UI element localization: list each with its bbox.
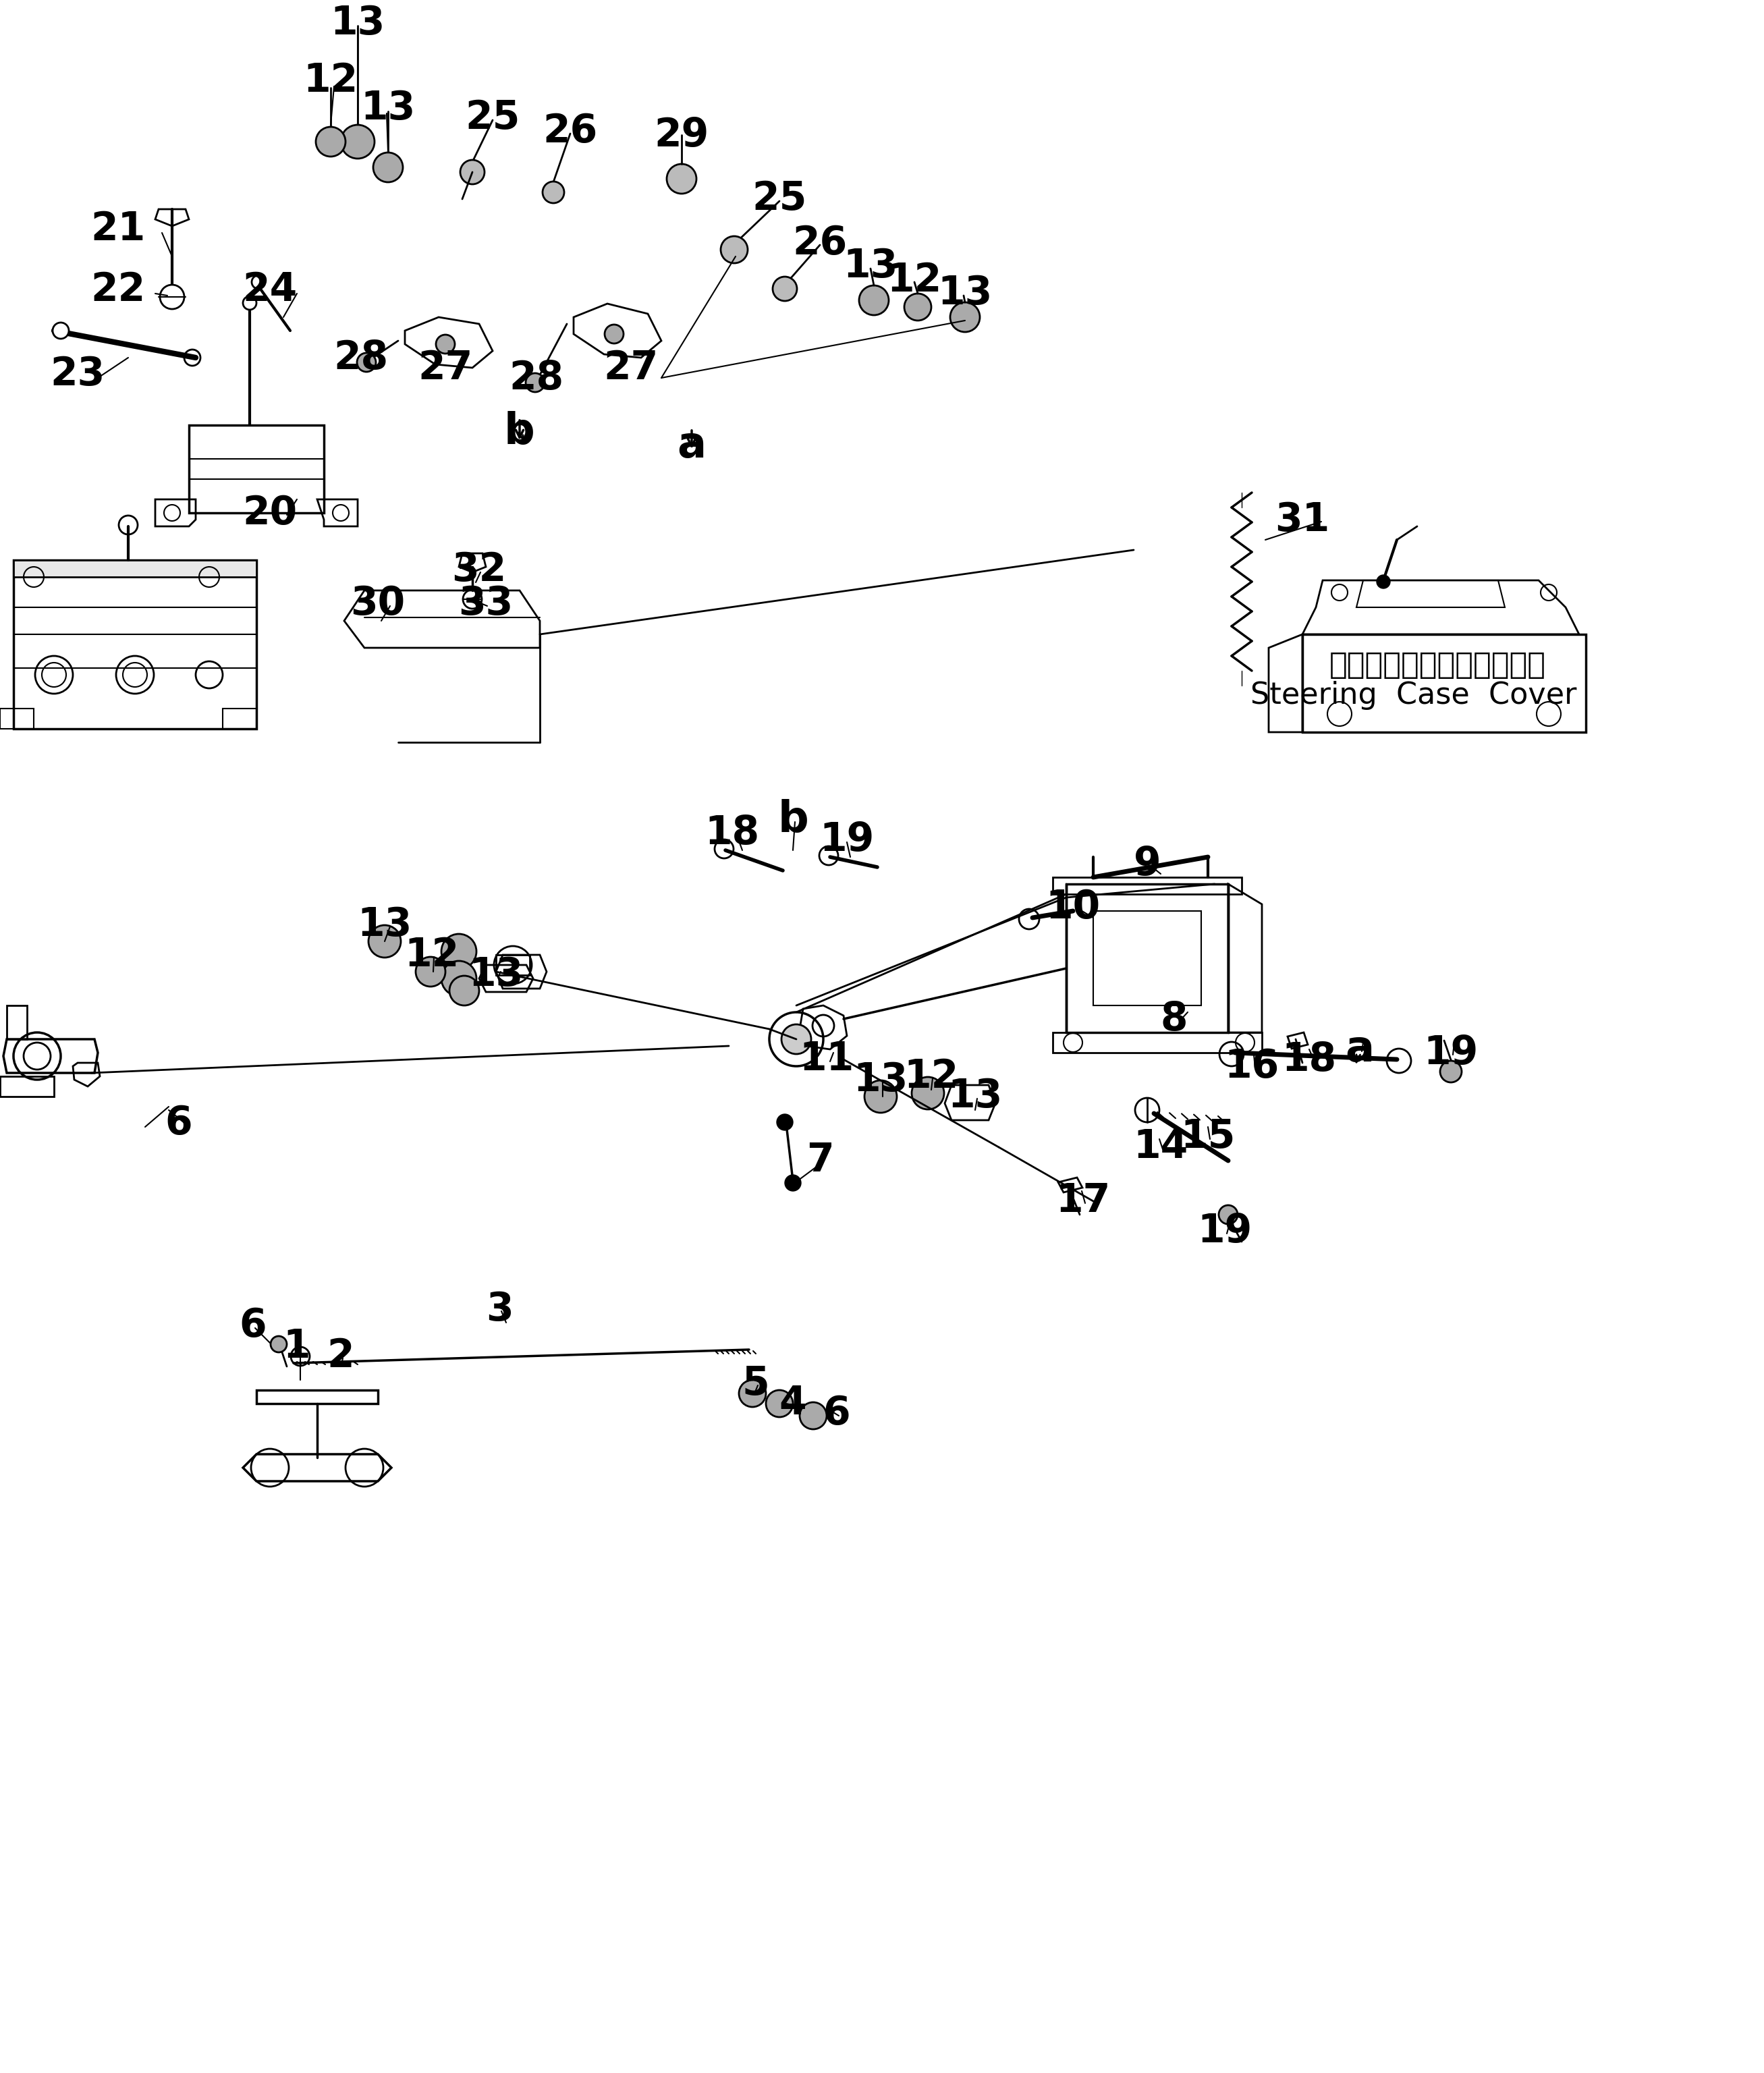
Text: 19: 19 — [820, 821, 875, 860]
Text: 13: 13 — [358, 906, 413, 943]
Circle shape — [460, 160, 485, 184]
Circle shape — [252, 276, 265, 288]
Circle shape — [450, 976, 480, 1005]
Circle shape — [374, 153, 402, 182]
Text: a: a — [677, 425, 706, 466]
Text: 26: 26 — [792, 224, 847, 261]
Text: 6: 6 — [166, 1105, 192, 1142]
Text: 11: 11 — [799, 1041, 854, 1078]
Text: 22: 22 — [90, 272, 145, 309]
Circle shape — [785, 1175, 801, 1192]
Circle shape — [781, 1024, 811, 1053]
Text: b: b — [505, 410, 534, 452]
Text: 13: 13 — [360, 89, 416, 126]
Text: 19: 19 — [1424, 1034, 1478, 1072]
Text: 6: 6 — [824, 1395, 850, 1432]
Circle shape — [526, 373, 545, 392]
Text: 23: 23 — [49, 354, 106, 394]
Polygon shape — [14, 560, 256, 576]
Circle shape — [799, 1401, 827, 1428]
Polygon shape — [459, 553, 485, 572]
Circle shape — [1439, 1061, 1462, 1082]
Circle shape — [739, 1381, 766, 1408]
Text: 6: 6 — [240, 1306, 266, 1345]
Circle shape — [773, 276, 797, 301]
Text: 24: 24 — [242, 272, 298, 309]
Circle shape — [316, 126, 346, 158]
Text: 26: 26 — [543, 112, 598, 151]
Text: 12: 12 — [303, 62, 358, 100]
Circle shape — [721, 236, 748, 263]
Polygon shape — [155, 209, 189, 226]
Text: 30: 30 — [351, 585, 406, 624]
Text: 13: 13 — [843, 247, 898, 286]
Text: 9: 9 — [1134, 844, 1161, 883]
Text: 13: 13 — [330, 4, 385, 44]
Text: ステアリングケースカバー: ステアリングケースカバー — [1328, 651, 1545, 680]
Circle shape — [243, 296, 256, 309]
Text: a: a — [1346, 1028, 1374, 1070]
Circle shape — [859, 286, 889, 315]
Circle shape — [270, 1337, 288, 1352]
Polygon shape — [1288, 1032, 1307, 1049]
Text: 1: 1 — [284, 1327, 310, 1366]
Text: 27: 27 — [418, 348, 473, 388]
Text: 10: 10 — [1046, 889, 1101, 927]
Text: 13: 13 — [469, 956, 524, 995]
Text: 13: 13 — [938, 274, 993, 313]
Text: 16: 16 — [1224, 1047, 1279, 1086]
Circle shape — [441, 935, 476, 968]
Text: 13: 13 — [854, 1061, 908, 1099]
Text: 21: 21 — [90, 209, 145, 249]
Text: 25: 25 — [466, 100, 520, 137]
Circle shape — [766, 1391, 794, 1418]
Circle shape — [905, 294, 931, 321]
Text: 17: 17 — [1055, 1182, 1111, 1221]
Circle shape — [1219, 1204, 1238, 1223]
Text: 18: 18 — [1282, 1041, 1337, 1078]
Text: 31: 31 — [1275, 500, 1330, 539]
Text: 2: 2 — [326, 1337, 355, 1376]
Text: 33: 33 — [459, 585, 513, 624]
Circle shape — [369, 925, 400, 958]
Circle shape — [53, 323, 69, 338]
Text: 27: 27 — [603, 348, 658, 388]
Text: 29: 29 — [654, 116, 709, 153]
Circle shape — [951, 303, 979, 332]
Text: 28: 28 — [510, 359, 564, 398]
Circle shape — [864, 1080, 896, 1113]
Circle shape — [605, 325, 623, 344]
Text: 20: 20 — [243, 493, 298, 533]
Text: 19: 19 — [1198, 1213, 1252, 1250]
Text: 13: 13 — [947, 1078, 1002, 1115]
Polygon shape — [1058, 1177, 1083, 1192]
Text: 3: 3 — [485, 1289, 513, 1329]
Circle shape — [416, 958, 445, 987]
Text: 25: 25 — [751, 180, 806, 218]
Text: 28: 28 — [333, 338, 388, 377]
Text: 12: 12 — [887, 261, 942, 299]
Text: Steering  Case  Cover: Steering Case Cover — [1251, 680, 1577, 709]
Text: 5: 5 — [743, 1364, 769, 1403]
Circle shape — [912, 1078, 944, 1109]
Circle shape — [776, 1113, 794, 1130]
Circle shape — [543, 182, 564, 203]
Text: 32: 32 — [452, 551, 506, 589]
Text: 8: 8 — [1161, 999, 1187, 1039]
Circle shape — [441, 962, 476, 995]
Text: b: b — [778, 798, 808, 842]
Text: 15: 15 — [1180, 1117, 1235, 1157]
Text: 12: 12 — [404, 935, 459, 974]
Text: 14: 14 — [1132, 1128, 1189, 1167]
Text: 7: 7 — [806, 1142, 834, 1180]
Circle shape — [436, 334, 455, 354]
Text: 18: 18 — [706, 815, 760, 852]
Circle shape — [356, 352, 376, 371]
Text: 4: 4 — [780, 1385, 806, 1422]
Text: 12: 12 — [903, 1057, 958, 1095]
Circle shape — [1376, 574, 1390, 589]
Circle shape — [340, 124, 374, 158]
Circle shape — [667, 164, 697, 193]
